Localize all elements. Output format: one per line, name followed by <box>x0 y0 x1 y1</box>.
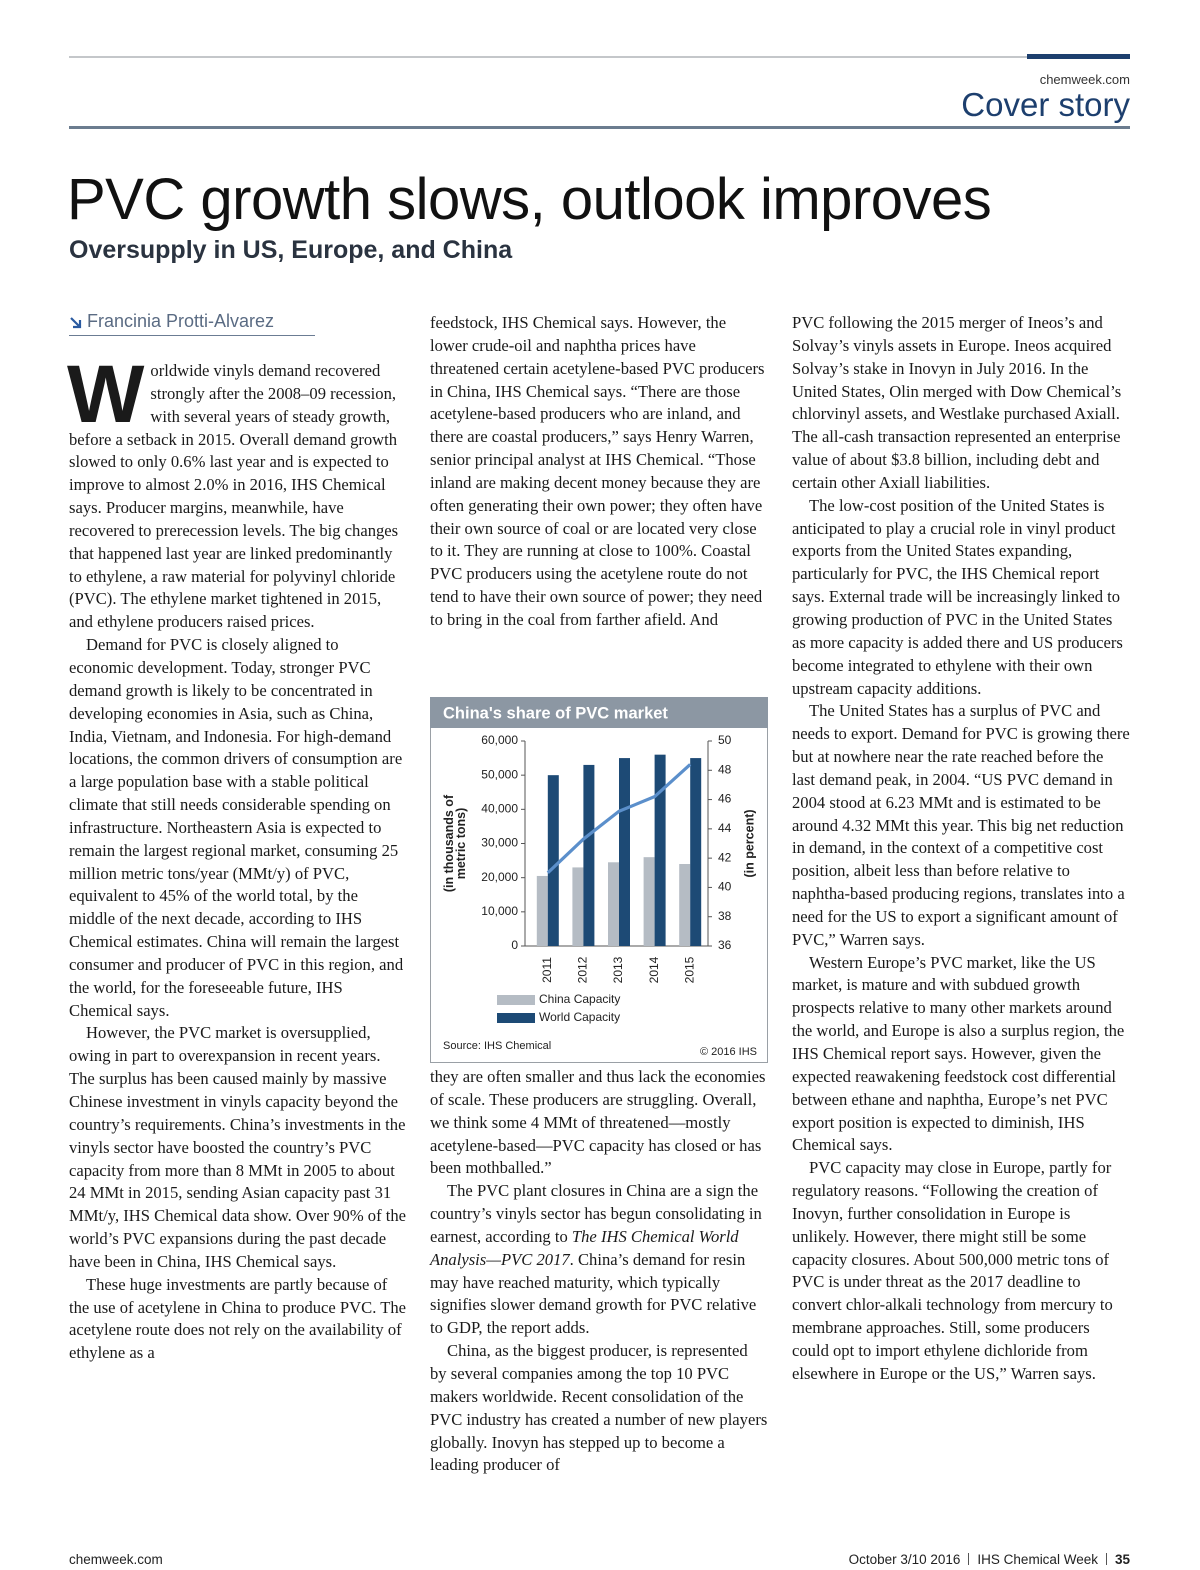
chart-frame <box>430 697 768 1063</box>
byline: Francinia Protti-Alvarez <box>69 311 315 336</box>
paragraph: The PVC plant closures in China are a si… <box>430 1180 768 1340</box>
y-tick-label: 50,000 <box>481 767 518 781</box>
headline: PVC growth slows, outlook improves <box>67 167 992 232</box>
text: The PVC plant closures in China are a si… <box>430 1181 762 1246</box>
text: they are often smaller and thus lack the… <box>430 1067 766 1178</box>
bar <box>547 775 559 946</box>
y-axis-title: (in thousands ofmetric tons) <box>442 794 468 892</box>
y-tick-label: 20,000 <box>481 870 518 884</box>
y-tick-label: 40,000 <box>481 802 518 816</box>
legend-label: China Capacity <box>539 992 620 1006</box>
section-rule <box>69 126 1130 129</box>
text: feedstock, IHS Chemical says. However, t… <box>430 313 765 629</box>
header-rules <box>69 54 1130 129</box>
y2-tick-label: 36 <box>718 938 732 952</box>
footer-site: chemweek.com <box>69 1552 163 1567</box>
top-accent <box>1027 54 1130 59</box>
text: These huge investments are partly becaus… <box>69 1274 407 1363</box>
x-tick-label: 2011 <box>540 957 554 983</box>
y-tick-label: 60,000 <box>481 733 518 747</box>
bar <box>572 867 584 946</box>
paragraph: The low-cost position of the United Stat… <box>792 495 1130 701</box>
y-tick-label: 0 <box>511 938 518 952</box>
byline-arrow <box>70 317 82 329</box>
chart: China's share of PVC market 0 10,000 20,00… <box>430 697 768 1063</box>
paragraph: These huge investments are partly becaus… <box>69 1274 407 1365</box>
y2-axis-title: (in percent) <box>742 809 756 877</box>
chart-title: China's share of PVC market <box>443 704 668 722</box>
column: feedstock, IHS Chemical says. However, t… <box>430 312 768 632</box>
copyright: © 2016 IHS <box>700 1046 757 1058</box>
footer-info: October 3/10 2016 IHS Chemical Week 35 <box>849 1552 1130 1567</box>
line <box>546 763 692 874</box>
page-number: 35 <box>1114 1552 1130 1567</box>
text: PVC following the 2015 merger of Ineos’s… <box>792 313 1122 492</box>
section: Cover story <box>961 86 1130 123</box>
separator <box>968 1553 970 1565</box>
bar <box>690 758 702 946</box>
x-tick-label: 2012 <box>576 956 590 983</box>
y-axis-title-line: metric tons) <box>454 808 468 880</box>
text: . China’s demand for resin may have reac… <box>430 1249 757 1338</box>
legend-swatch <box>497 995 535 1005</box>
author: Francinia Protti-Alvarez <box>87 311 275 331</box>
paragraph: The United States has a surplus of PVC a… <box>792 700 1130 951</box>
text: The IHS Chemical World Analysis—PVC 2017 <box>430 1226 739 1269</box>
paragraph: PVC capacity may close in Europe, partly… <box>792 1157 1130 1385</box>
paragraph: feedstock, IHS Chemical says. However, t… <box>430 312 768 632</box>
text: However, the PVC market is oversupplied,… <box>69 1023 407 1271</box>
column: they are often smaller and thus lack the… <box>430 1066 768 1477</box>
text: The United States has a surplus of PVC a… <box>792 701 1130 949</box>
x-tick-label: 2013 <box>611 956 625 983</box>
bar <box>583 764 595 946</box>
bar <box>643 857 655 946</box>
y2-tick-label: 50 <box>718 733 732 747</box>
y2-tick-label: 48 <box>718 762 732 776</box>
separator <box>1105 1553 1107 1565</box>
subtitle: Oversupply in US, Europe, and China <box>69 236 513 264</box>
legend-swatch <box>497 1013 535 1023</box>
paragraph: PVC following the 2015 merger of Ineos’s… <box>792 312 1130 495</box>
legend-label: World Capacity <box>539 1010 620 1024</box>
text: PVC capacity may close in Europe, partly… <box>792 1158 1113 1383</box>
x-tick-label: 2015 <box>682 956 696 983</box>
y2-tick-label: 44 <box>718 821 732 835</box>
y-tick-label: 10,000 <box>481 904 518 918</box>
chart-header <box>430 697 768 728</box>
text: orldwide vinyls demand recovered strongl… <box>69 361 399 632</box>
bar <box>536 875 548 946</box>
footer-date: October 3/10 2016 <box>848 1552 961 1567</box>
y2-tick-label: 40 <box>718 880 732 894</box>
y-axis-title-line: (in thousands of <box>442 794 456 892</box>
paragraph: China, as the biggest producer, is repre… <box>430 1340 768 1477</box>
paragraph: Demand for PVC is closely aligned to eco… <box>69 634 407 1022</box>
bar <box>608 862 619 946</box>
paragraph: they are often smaller and thus lack the… <box>430 1066 768 1180</box>
bar <box>679 864 691 946</box>
text: Western Europe’s PVC market, like the US… <box>792 952 1125 1155</box>
site: chemweek.com <box>1039 72 1130 87</box>
paragraph: Western Europe’s PVC market, like the US… <box>792 952 1130 1158</box>
y-tick-label: 30,000 <box>481 836 518 850</box>
paragraph: However, the PVC market is oversupplied,… <box>69 1022 407 1273</box>
text: Demand for PVC is closely aligned to eco… <box>69 635 404 1020</box>
bar <box>619 758 630 946</box>
drop-cap: W <box>67 349 145 440</box>
text: The low-cost position of the United Stat… <box>792 495 1123 698</box>
source: Source: IHS Chemical <box>443 1040 551 1052</box>
column: PVC following the 2015 merger of Ineos’s… <box>792 312 1130 1386</box>
x-tick-label: 2014 <box>647 956 661 983</box>
y2-tick-label: 46 <box>718 792 732 806</box>
bar <box>654 754 666 946</box>
text: China, as the biggest producer, is repre… <box>430 1341 768 1475</box>
y2-tick-label: 42 <box>718 850 732 864</box>
y2-tick-label: 38 <box>718 909 732 923</box>
footer-publication: IHS Chemical Week <box>977 1552 1098 1567</box>
